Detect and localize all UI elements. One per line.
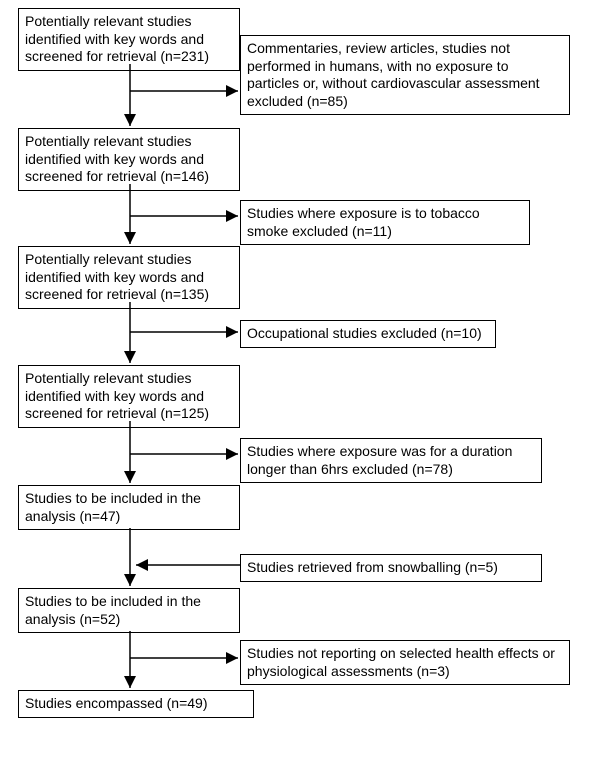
node-l1: Potentially relevant studies identified … [18,8,240,71]
node-l4: Potentially relevant studies identified … [18,365,240,428]
node-r1: Commentaries, review articles, studies n… [240,35,570,115]
node-r5: Studies retrieved from snowballing (n=5) [240,554,542,582]
node-r2: Studies where exposure is to tobacco smo… [240,200,530,245]
node-l2: Potentially relevant studies identified … [18,128,240,191]
node-r3: Occupational studies excluded (n=10) [240,320,496,348]
node-l7: Studies encompassed (n=49) [18,690,254,718]
node-r6: Studies not reporting on selected health… [240,640,570,685]
node-r4: Studies where exposure was for a duratio… [240,438,542,483]
node-l6: Studies to be included in the analysis (… [18,588,240,633]
node-l5: Studies to be included in the analysis (… [18,485,240,530]
node-l3: Potentially relevant studies identified … [18,246,240,309]
